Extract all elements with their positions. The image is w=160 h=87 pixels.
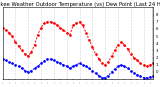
Title: Milwaukee Weather Outdoor Temperature (vs) Dew Point (Last 24 Hours): Milwaukee Weather Outdoor Temperature (v… <box>0 2 160 7</box>
